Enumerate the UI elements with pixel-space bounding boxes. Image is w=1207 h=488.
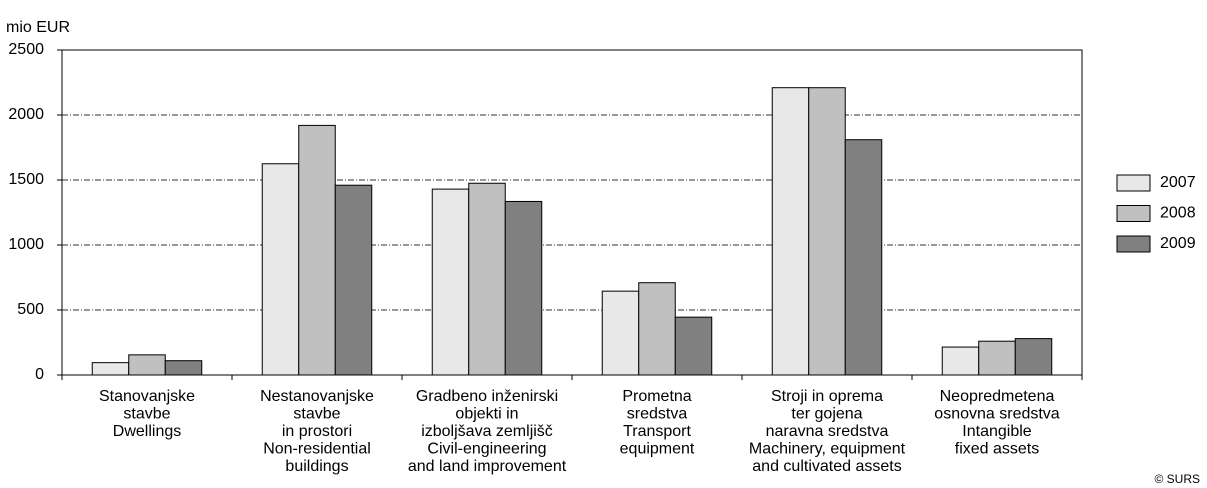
bar bbox=[844, 139, 883, 376]
y-tick-label: 1000 bbox=[8, 236, 44, 253]
bar bbox=[638, 282, 676, 376]
x-tick-label: buildings bbox=[285, 458, 348, 475]
x-tick-label: Prometna bbox=[622, 388, 691, 405]
x-tick-label: Stanovanjske bbox=[99, 388, 195, 405]
credit: © SURS bbox=[1154, 472, 1200, 486]
bar bbox=[164, 360, 203, 376]
x-tick-label: equipment bbox=[620, 441, 695, 458]
x-tick-label: Machinery, equipment bbox=[749, 441, 906, 458]
x-tick-label: fixed assets bbox=[955, 441, 1039, 458]
y-tick-label: 500 bbox=[17, 301, 44, 318]
x-tick-label: Neopredmetena bbox=[940, 388, 1055, 405]
legend-label: 2009 bbox=[1160, 235, 1196, 252]
bar bbox=[298, 124, 336, 376]
bar bbox=[334, 184, 373, 376]
x-tick-label: stavbe bbox=[123, 406, 170, 423]
x-tick-label: Civil-engineering bbox=[427, 441, 546, 458]
bar bbox=[504, 200, 543, 376]
legend-swatch bbox=[1116, 235, 1151, 253]
x-tick-label: Nestanovanjske bbox=[260, 388, 374, 405]
y-axis-label: mio EUR bbox=[6, 19, 70, 36]
bar bbox=[674, 316, 713, 376]
y-tick-label: 1500 bbox=[8, 171, 44, 188]
x-tick-label: in prostori bbox=[282, 423, 352, 440]
bar bbox=[261, 163, 300, 376]
y-tick-label: 2000 bbox=[8, 106, 44, 123]
x-tick-label: and cultivated assets bbox=[752, 458, 901, 475]
bar bbox=[808, 87, 846, 376]
y-tick-label: 0 bbox=[35, 366, 44, 383]
x-tick-label: objekti in bbox=[455, 406, 518, 423]
legend-label: 2008 bbox=[1160, 205, 1196, 222]
bar bbox=[978, 340, 1016, 376]
bar bbox=[1014, 338, 1053, 376]
bar bbox=[91, 362, 130, 376]
x-tick-label: Gradbeno inženirski bbox=[416, 388, 558, 405]
x-tick-label: Dwellings bbox=[113, 423, 181, 440]
x-tick-label: sredstva bbox=[627, 406, 688, 423]
x-tick-label: osnovna sredstva bbox=[934, 406, 1060, 423]
bar bbox=[601, 290, 640, 376]
bar bbox=[431, 188, 470, 376]
x-tick-label: izboljšava zemljišč bbox=[421, 423, 553, 440]
x-tick-label: stavbe bbox=[293, 406, 340, 423]
x-tick-label: Stroji in oprema bbox=[771, 388, 883, 405]
y-tick-label: 2500 bbox=[8, 41, 44, 58]
bar bbox=[941, 346, 980, 376]
plot-frame bbox=[61, 49, 1083, 376]
x-tick-label: Intangible bbox=[962, 423, 1031, 440]
bar bbox=[771, 87, 810, 376]
legend-swatch bbox=[1116, 205, 1151, 222]
legend-label: 2007 bbox=[1160, 174, 1196, 191]
bar bbox=[128, 354, 166, 376]
x-tick-label: Non-residential bbox=[263, 441, 371, 458]
x-tick-label: Transport bbox=[623, 423, 691, 440]
x-tick-label: and land improvement bbox=[408, 458, 567, 475]
bar bbox=[468, 182, 506, 376]
x-tick-label: ter gojena bbox=[791, 406, 862, 423]
x-tick-label: naravna sredstva bbox=[766, 423, 889, 440]
legend-swatch bbox=[1116, 174, 1151, 192]
